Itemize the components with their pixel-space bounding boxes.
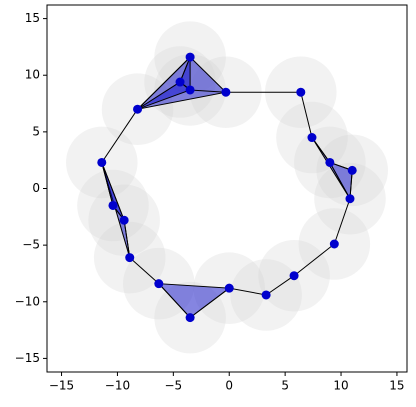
y-tick-label: 10	[25, 68, 40, 82]
point	[289, 271, 299, 281]
y-tick-label: 0	[32, 181, 40, 195]
point	[175, 77, 185, 87]
point	[329, 239, 339, 249]
x-tick-label: 0	[225, 379, 233, 393]
x-tick-label: −15	[49, 379, 74, 393]
point	[125, 253, 135, 263]
point	[108, 200, 118, 210]
point	[221, 87, 231, 97]
point	[185, 313, 195, 323]
point	[347, 165, 357, 175]
y-tick-label: −5	[22, 238, 40, 252]
point	[185, 52, 195, 62]
point	[261, 290, 271, 300]
point	[154, 279, 164, 289]
point	[307, 133, 317, 143]
plot-area	[66, 21, 388, 354]
point	[185, 85, 195, 95]
point	[345, 194, 355, 204]
x-tick-label: 10	[333, 379, 348, 393]
y-tick-label: 5	[32, 124, 40, 138]
point	[133, 104, 143, 114]
point	[97, 157, 107, 167]
x-tick-label: −10	[105, 379, 130, 393]
y-tick-label: −10	[15, 294, 40, 308]
y-tick-label: 15	[25, 11, 40, 25]
point	[119, 215, 129, 225]
x-tick-label: 5	[281, 379, 289, 393]
point	[224, 283, 234, 293]
y-tick-label: −15	[15, 351, 40, 365]
x-tick-label: −5	[164, 379, 182, 393]
x-tick-label: 15	[389, 379, 404, 393]
point	[296, 87, 306, 97]
point	[325, 157, 335, 167]
